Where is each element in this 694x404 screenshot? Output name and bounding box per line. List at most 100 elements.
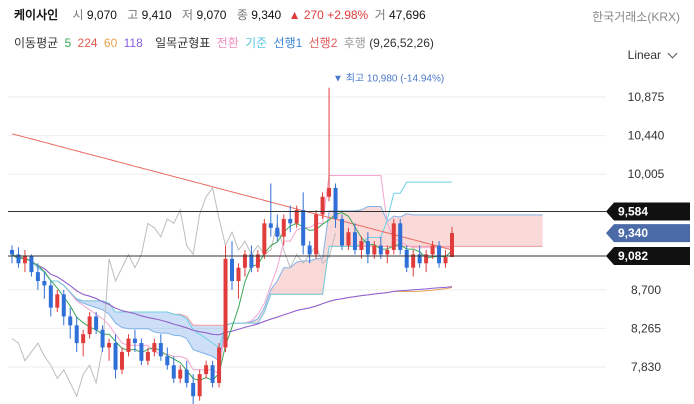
price-tag-label: 9,584 [618,204,648,218]
price-tag-label: 9,340 [618,226,648,240]
stock-name: 케이사인 [14,8,59,22]
candle-body [281,218,286,237]
ichimoku-cloud-segment [484,214,491,247]
candle-body [372,245,377,255]
ichimoku-cloud-segment [309,258,317,295]
price-tag [606,224,690,243]
ichimoku-cloud-segment [510,214,517,247]
candle-body [365,241,370,255]
ichimoku-cloud-segment [426,214,433,247]
ichimoku-cloud-segment [122,312,129,329]
ichimoku-cloud-segment [257,307,265,324]
ichimoku-cloud-segment [128,312,135,329]
candle-body [81,334,86,344]
candle-body [48,285,53,308]
ichimoku-cloud-segment [83,300,90,306]
candle-body [55,294,60,308]
high-value: 9,410 [141,8,172,22]
candle-body [378,245,383,255]
ichimoku-params: (9,26,52,26) [369,36,434,50]
candle-body [346,232,351,246]
candle-body [16,254,21,264]
ichimoku-cloud-segment [277,267,284,295]
candle-body [152,343,157,352]
ma-60: 60 [103,36,118,50]
candle-body [249,254,254,268]
ma-118: 118 [123,36,143,50]
quote-header: 케이사인 시 9,070 고 9,410 저 9,070 종 9,340 ▲ 2… [14,6,430,23]
ichimoku-span2: 선행2 [308,36,338,50]
ichimoku-cloud-segment [536,214,543,247]
y-tick-label: 8,700 [631,283,661,297]
candle-body [42,280,47,286]
ichimoku-cloud-segment [523,214,530,247]
ichimoku-cloud-segment [503,214,511,247]
candle-body [217,347,222,383]
close-label: 종 [236,8,248,22]
ichimoku-cloud-segment [413,214,420,247]
y-tick-label: 10,875 [628,90,665,104]
candle-body [100,329,105,348]
scale-selector[interactable]: Linear [627,48,678,62]
candle-body [184,369,189,383]
low-label: 저 [182,8,194,22]
ichimoku-cloud-segment [193,325,200,352]
candle-body [120,351,124,370]
candle-body [145,351,150,361]
ichimoku-cloud-segment [109,303,116,324]
y-tick-label: 10,005 [628,167,665,181]
candle-body [424,254,429,264]
candle-body [301,210,306,246]
up-arrow-icon: ▲ [288,8,301,22]
ma-118-line [11,253,453,336]
ichimoku-cloud-segment [167,312,174,336]
candle-body [443,257,448,264]
scale-label: Linear [627,48,661,62]
ichimoku-cloud-segment [458,214,465,247]
ichimoku-conversion: 전환 [216,36,239,50]
candle-body [171,365,176,379]
candle-body [411,254,416,268]
candle-body [352,232,357,250]
ichimoku-lagging-line [11,186,336,398]
ichimoku-cloud-segment [199,325,207,355]
ichimoku-legend-label[interactable]: 일목균형표 [155,36,211,50]
candle-body [333,187,338,219]
ichimoku-cloud-segment [322,210,330,295]
candle-body [236,267,241,281]
candle-body [10,249,14,255]
candle-body [340,218,344,246]
ichimoku-cloud-segment [497,214,504,247]
exchange-label: 한국거래소(KRX) [592,10,680,24]
candle-body [327,187,332,197]
candle-body [385,249,390,255]
candle-body [359,241,364,250]
ichimoku-cloud-segment [529,214,537,247]
ichimoku-cloud-segment [374,206,381,247]
candle-body [417,254,422,264]
ma-legend-label[interactable]: 이동평균 [14,36,59,50]
candle-body [391,223,396,250]
candle-body [255,254,260,268]
ichimoku-span1-line [11,206,543,362]
ichimoku-cloud-segment [432,214,440,247]
ichimoku-cloud-segment [464,214,472,247]
y-tick-label: 8,265 [631,321,661,335]
ichimoku-cloud-segment [490,214,498,247]
ichimoku-cloud-segment [316,258,323,295]
ichimoku-cloud-segment [160,312,168,334]
candle-body [398,223,403,250]
ma-5: 5 [64,36,72,50]
ichimoku-cloud-segment [380,206,388,247]
volume-label: 거 [374,8,386,22]
candle-body [204,365,209,375]
candle-body [132,338,137,344]
candle-body [404,249,409,268]
ichimoku-cloud-segment [270,281,278,295]
candle-body [22,256,27,264]
ichimoku-cloud-segment [516,214,524,247]
y-tick-label: 7,830 [631,360,661,374]
ichimoku-cloud-segment [406,213,414,247]
price-tag [606,202,690,221]
